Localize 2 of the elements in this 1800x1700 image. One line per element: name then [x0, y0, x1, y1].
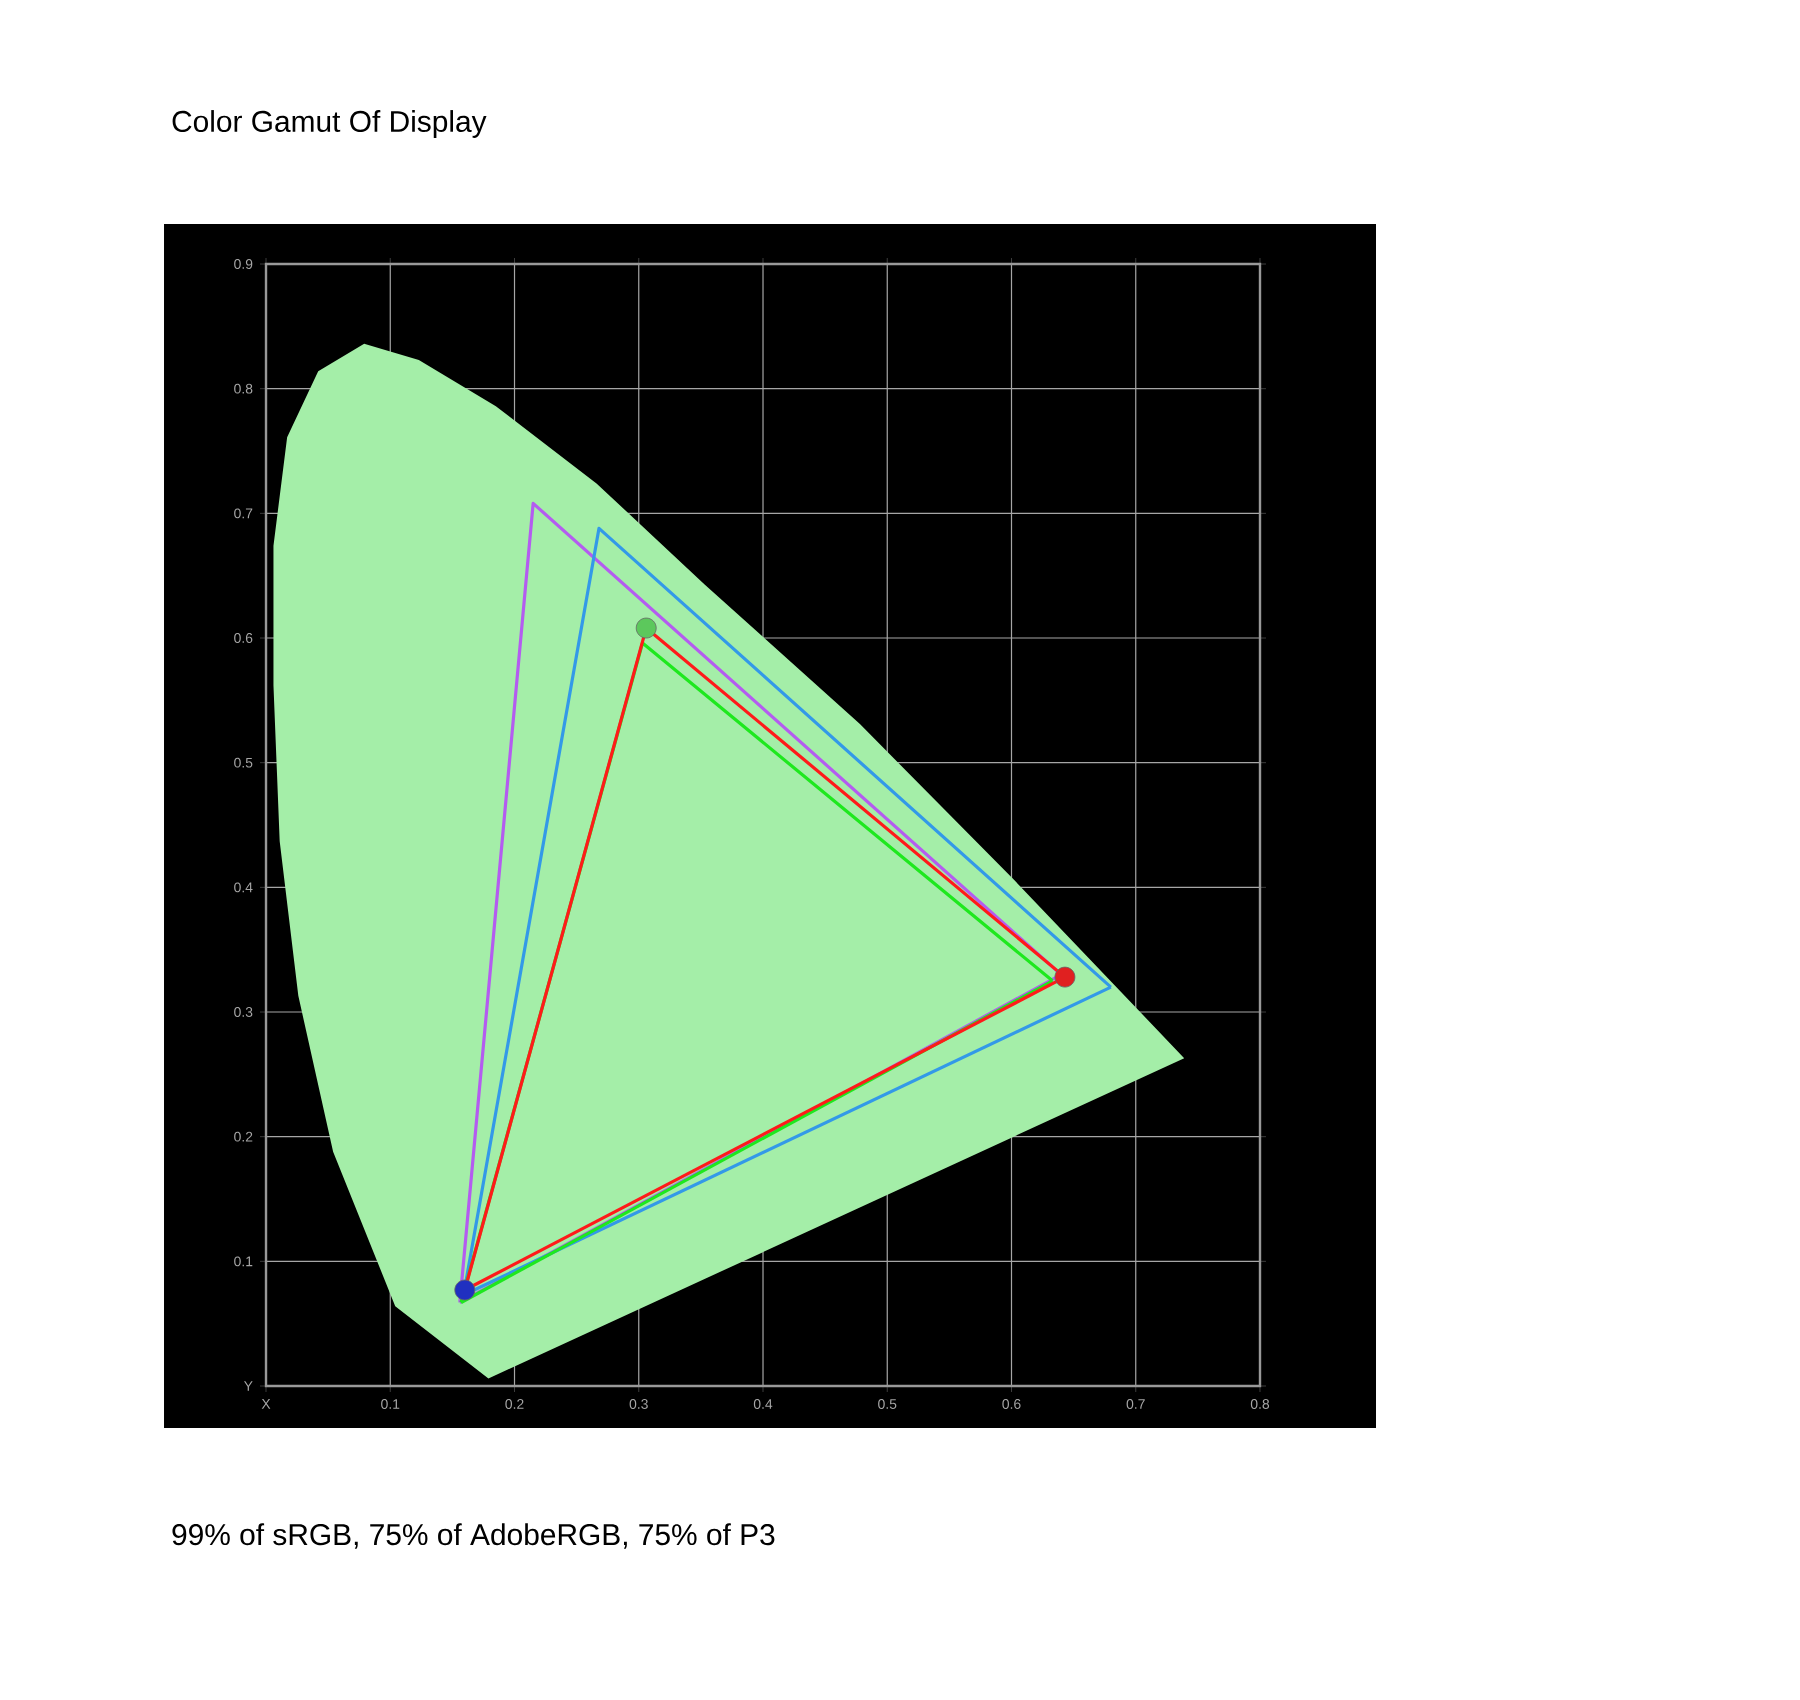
- text: 99% of sRGB, 75% of AdobeRGB, 75% of P3: [172, 1523, 775, 1549]
- chart-title: Color Gamut Of Display: [172, 110, 487, 138]
